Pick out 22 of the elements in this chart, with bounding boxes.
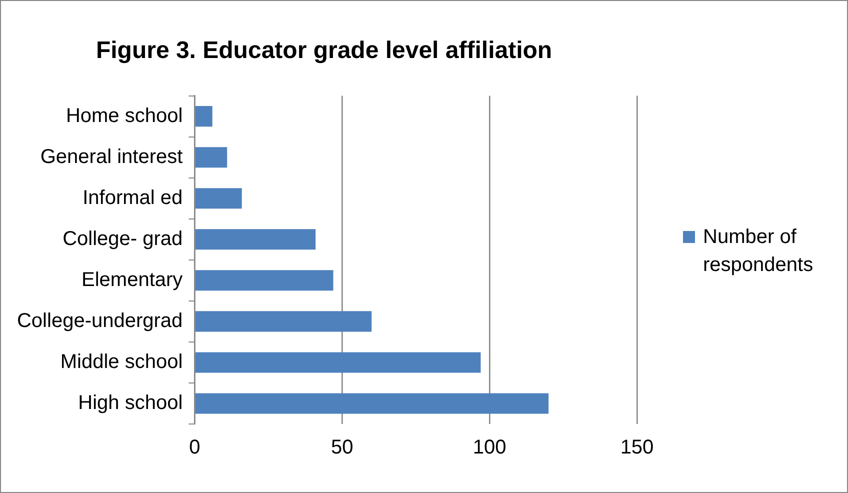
bar xyxy=(195,270,334,291)
x-tick-label: 150 xyxy=(620,436,654,459)
y-tick-label: Home school xyxy=(66,104,183,127)
bar xyxy=(195,106,212,127)
x-tick-label: 100 xyxy=(472,436,506,459)
y-tick-label: General interest xyxy=(40,146,184,168)
bar xyxy=(195,188,242,209)
legend-label: Number of respondents xyxy=(703,226,814,276)
bar xyxy=(195,352,481,373)
y-tick-label: College-undergrad xyxy=(16,310,183,332)
bar xyxy=(195,147,228,168)
y-tick-label: High school xyxy=(78,392,183,414)
bar xyxy=(195,229,316,250)
x-tick-label: 50 xyxy=(330,436,354,459)
chart-title: Figure 3. Educator grade level affiliation xyxy=(96,37,552,64)
y-tick-label: Middle school xyxy=(60,350,183,373)
bar xyxy=(195,311,372,332)
bar xyxy=(195,393,549,414)
y-tick-label: College- grad xyxy=(62,228,183,250)
x-tick-label: 0 xyxy=(189,436,200,459)
y-tick-label: Informal ed xyxy=(82,186,183,209)
y-tick-label: Elementary xyxy=(82,268,183,291)
